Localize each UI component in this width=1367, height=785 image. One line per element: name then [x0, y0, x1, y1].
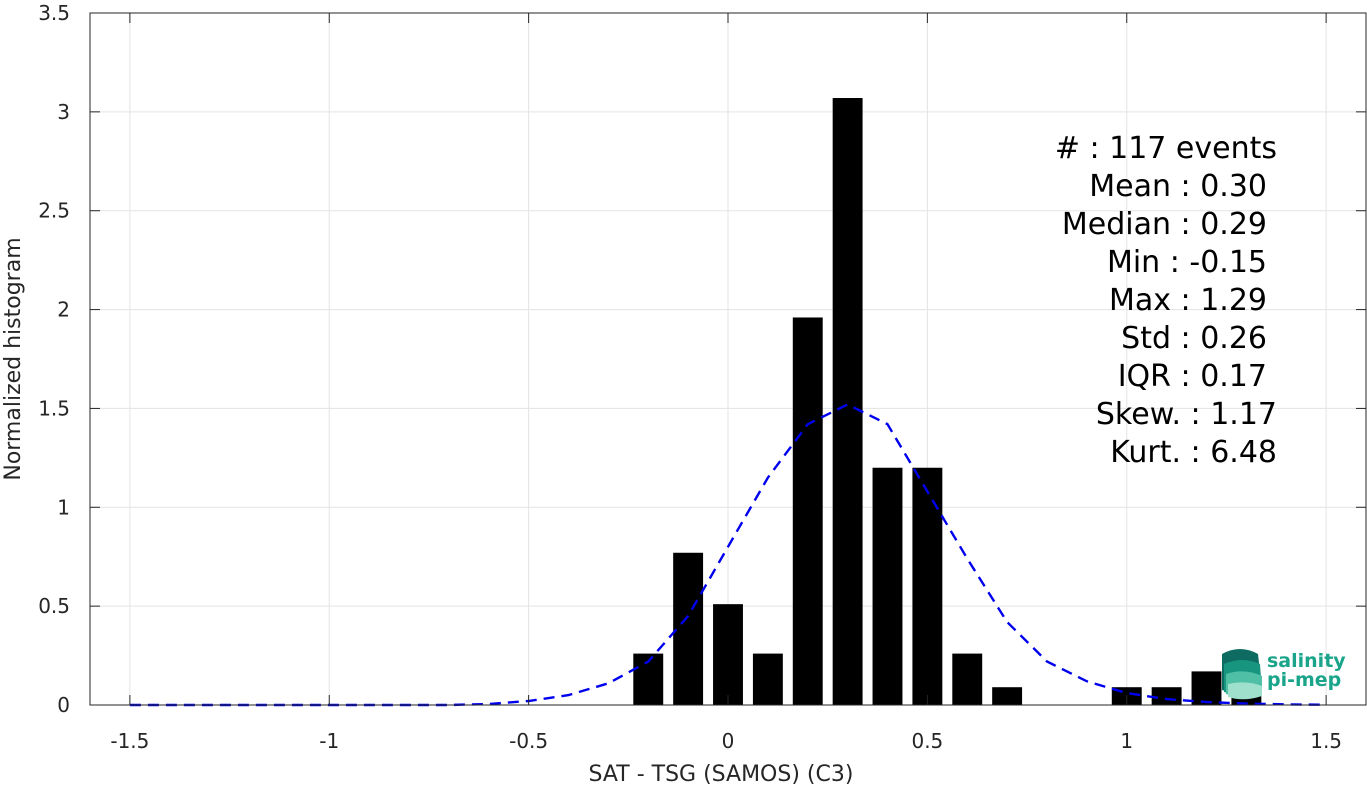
x-tick-label: 1.5	[1310, 729, 1342, 753]
histogram-bar	[992, 687, 1023, 705]
histogram-bar	[952, 653, 983, 705]
logo-wave-icon	[1222, 649, 1262, 700]
stat-kurt: Kurt. : 6.48	[1110, 435, 1277, 470]
y-tick-label: 0	[57, 693, 70, 717]
stat-min: Min : -0.15	[1107, 245, 1267, 280]
y-tick-label: 1.5	[38, 396, 70, 420]
stat-mean: Mean : 0.30	[1089, 169, 1267, 204]
stats-box: # : 117 events Mean : 0.30 Median : 0.29…	[1055, 131, 1277, 470]
x-axis-label: SAT - TSG (SAMOS) (C3)	[589, 762, 854, 785]
histogram-bar	[713, 604, 743, 705]
y-tick-label: 3	[57, 100, 70, 124]
histogram-bar	[792, 317, 823, 705]
histogram-bar	[912, 467, 943, 705]
y-tick-labels: 0 0.5 1 1.5 2 2.5 3 3.5	[38, 1, 70, 717]
y-tick-label: 2	[57, 298, 70, 322]
histogram-bar	[832, 98, 863, 705]
stat-iqr: IQR : 0.17	[1118, 359, 1267, 394]
x-tick-labels: -1.5 -1 -0.5 0 0.5 1 1.5	[110, 729, 1342, 753]
x-tick-label: 0	[722, 729, 735, 753]
x-tick-label: 1	[1120, 729, 1133, 753]
x-tick-label: -1.5	[110, 729, 149, 753]
logo-line1: salinity	[1267, 650, 1346, 672]
histogram-bars	[633, 98, 1262, 705]
histogram-bar	[752, 653, 783, 705]
histogram-bar	[673, 552, 704, 705]
y-tick-label: 0.5	[38, 594, 70, 618]
salinity-pimep-logo: salinity pi-mep	[1222, 649, 1346, 700]
stat-max: Max : 1.29	[1109, 283, 1267, 318]
histogram-bar	[872, 467, 903, 705]
axis-ticks	[90, 12, 1366, 706]
x-tick-label: -1	[319, 729, 339, 753]
x-tick-label: 0.5	[911, 729, 943, 753]
logo-line2: pi-mep	[1267, 669, 1341, 691]
y-axis-label: Normalized histogram	[1, 237, 26, 480]
x-tick-label: -0.5	[509, 729, 548, 753]
stat-std: Std : 0.26	[1121, 321, 1267, 356]
stat-count: # : 117 events	[1055, 131, 1277, 166]
y-tick-label: 1	[57, 495, 70, 519]
stat-skew: Skew. : 1.17	[1096, 397, 1277, 432]
y-tick-label: 2.5	[38, 199, 70, 223]
y-tick-label: 3.5	[38, 1, 70, 25]
histogram-bar	[1191, 671, 1222, 705]
histogram-bar	[1151, 687, 1182, 705]
stat-median: Median : 0.29	[1062, 207, 1267, 242]
